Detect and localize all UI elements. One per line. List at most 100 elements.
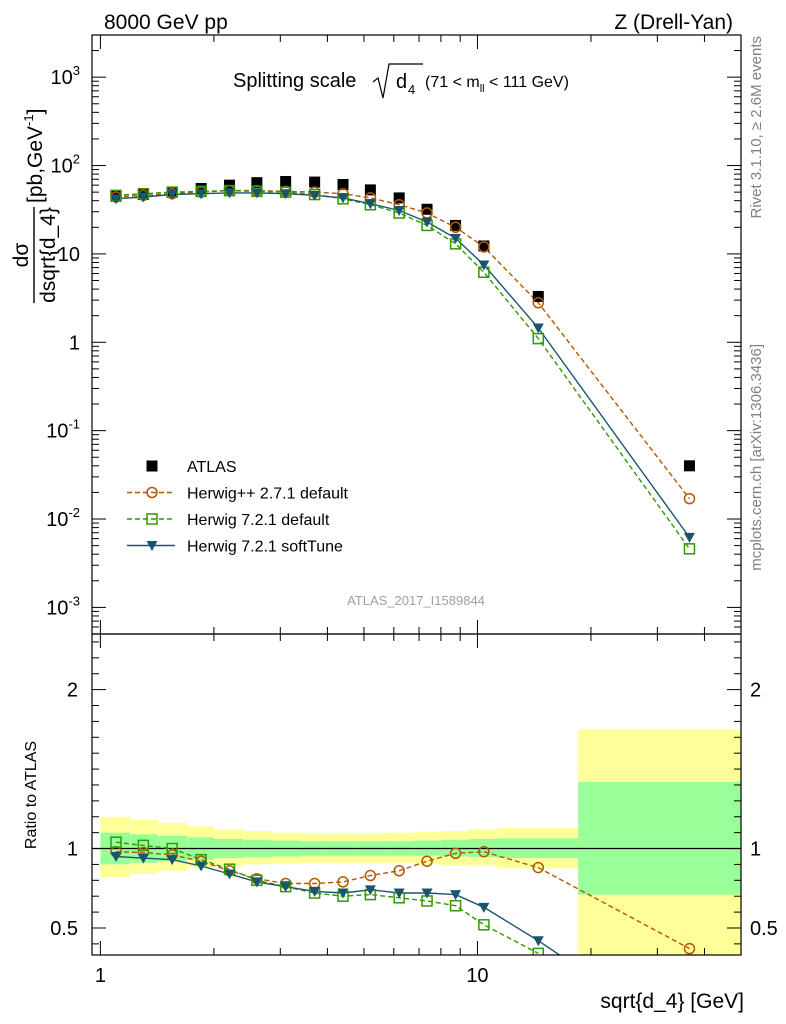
ylabel-units: [pb,GeV-1] (21, 109, 47, 203)
ratio-point-s1-14 (532, 947, 545, 955)
ratio-point-s0-11 (421, 855, 433, 867)
analysis-watermark: ATLAS_2017_I1589844 (347, 593, 485, 608)
ratio-point-s0-14 (532, 861, 545, 874)
main-ytick-label-3: 1 (69, 332, 80, 354)
main-point-s2-14 (532, 332, 545, 345)
main-point-s3-14 (532, 323, 544, 334)
main-series-markers (110, 175, 696, 555)
ratio-point-s2-4 (224, 869, 236, 880)
ratio-point-s1-12 (449, 899, 462, 912)
main-ytick-label-1: 10-2 (46, 505, 80, 531)
main-point-s1-13 (478, 241, 490, 253)
main-point-s0-10 (393, 192, 405, 204)
main-ytick-label-2: 10-1 (46, 417, 80, 443)
ratio-point-s2-10 (393, 888, 405, 899)
main-point-s0-13 (478, 240, 490, 252)
main-point-s1-12 (449, 221, 462, 234)
main-point-s3-1 (137, 192, 149, 203)
sqrt-symbol (372, 63, 423, 99)
main-point-s0-12 (450, 219, 462, 231)
ratio-line-series-0 (115, 850, 690, 950)
ratio-point-s2-3 (195, 861, 207, 872)
xtick-label-1: 10 (466, 965, 488, 987)
legend-marker-3 (146, 541, 158, 551)
main-point-s0-15 (683, 460, 695, 472)
main-point-s0-3 (195, 182, 207, 194)
main-ytick-label-5: 102 (51, 152, 80, 178)
mcplots-label: mcplots.cern.ch [arXiv:1306.3436] (748, 344, 765, 571)
legend-label-1: Herwig++ 2.7.1 default (187, 486, 349, 503)
legend: ATLAS Herwig++ 2.7.1 default Herwig 7.2.1 … (127, 459, 349, 556)
ratio-point-s0-12 (449, 847, 462, 860)
main-point-s0-9 (364, 184, 376, 196)
ratio-point-s2-8 (337, 888, 349, 899)
ratio-point-s2-13 (478, 902, 490, 913)
main-point-s1-14 (532, 297, 545, 309)
ratio-point-s1-13 (478, 919, 490, 931)
ratio-line-series-1 (115, 841, 539, 955)
ratio-point-s0-8 (337, 876, 349, 888)
ratio-stat-band-15 (578, 781, 741, 895)
title-main: Splitting scale (233, 70, 356, 92)
main-point-s0-14 (532, 290, 544, 302)
ratio-ytick-label-left-1: 1 (67, 839, 78, 861)
ratio-point-s2-14 (532, 936, 544, 947)
ratio-point-s2-1 (137, 853, 149, 864)
ratio-point-s2-0 (110, 851, 122, 862)
main-point-s0-7 (309, 176, 321, 188)
header-right: Z (Drell-Yan) (614, 11, 733, 34)
axes-frame: 10-3 10-2 10-1 1 10 102 103 0.5 0.5 1 1 2 2 1 10 (46, 34, 778, 987)
ratio-point-s0-15 (683, 942, 696, 955)
main-line-series-1 (115, 189, 691, 500)
main-point-s3-3 (195, 189, 207, 200)
title-range: (71 < mll < 111 GeV) (425, 74, 569, 95)
ratio-uncertainty-bands (100, 729, 741, 955)
ratio-point-s2-6 (280, 882, 292, 893)
ratio-ylabel: Ratio to ATLAS (23, 741, 40, 849)
title-sqrt-arg: d (396, 71, 407, 93)
ratio-ytick-label-right-1: 1 (750, 839, 761, 861)
legend-marker-1 (146, 486, 158, 499)
header-left: 8000 GeV pp (104, 11, 228, 34)
ratio-point-s1-2 (166, 842, 178, 855)
main-point-s0-5 (251, 177, 263, 189)
main-point-s0-11 (421, 203, 433, 215)
main-point-s3-15 (683, 532, 695, 543)
ratio-ytick-label-right-0: 0.5 (750, 918, 778, 940)
main-point-s3-4 (224, 188, 236, 199)
main-ytick-label-6: 103 (51, 63, 80, 89)
ratio-point-s2-2 (166, 855, 178, 866)
legend-marker-2 (146, 513, 158, 525)
plot-title: Splitting scale d 4 (71 < mll < 111 GeV) (233, 63, 569, 99)
ratio-ytick-label-left-2: 2 (67, 680, 78, 702)
main-ytick-label-0: 10-3 (46, 593, 80, 619)
ratio-point-s2-11 (421, 888, 433, 899)
main-point-s3-8 (337, 193, 349, 204)
legend-label-0: ATLAS (187, 459, 237, 476)
ylabel-num: dσ (10, 243, 33, 268)
main-point-s3-13 (478, 260, 490, 271)
main-ylabel: dσ dsqrt{d_4} [pb,GeV-1] (10, 109, 60, 303)
ratio-point-s0-9 (364, 869, 377, 882)
main-point-s3-10 (393, 205, 405, 216)
ratio-point-s2-12 (450, 890, 462, 901)
legend-label-2: Herwig 7.2.1 default (187, 512, 330, 529)
ylabel-den: dsqrt{d_4} (37, 207, 60, 303)
ratio-point-s2-5 (251, 877, 263, 888)
ratio-xlabel: sqrt{d_4} [GeV] (600, 990, 744, 1013)
main-point-s0-6 (280, 175, 292, 187)
ratio-point-s0-13 (478, 845, 490, 858)
main-point-s3-0 (110, 194, 122, 205)
main-point-s3-7 (309, 190, 321, 201)
ratio-point-s0-10 (393, 865, 405, 877)
ratio-ytick-label-right-2: 2 (750, 680, 761, 702)
main-line-series-3 (115, 192, 691, 538)
ratio-series-lines (115, 841, 690, 955)
ratio-series-markers (110, 836, 696, 955)
main-series-lines (115, 189, 691, 550)
ratio-point-s1-1 (137, 839, 150, 852)
main-point-s3-9 (364, 199, 376, 210)
legend-marker-0 (146, 460, 158, 472)
title-sqrt-sub: 4 (408, 82, 415, 97)
